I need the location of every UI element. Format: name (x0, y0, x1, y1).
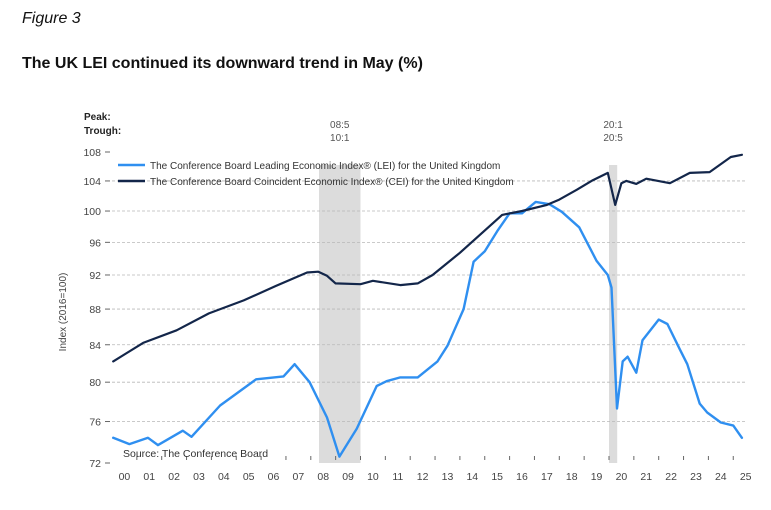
lei-series-line (112, 200, 744, 458)
y-axis-label: Index (2016=100) (58, 273, 69, 352)
x-tick-label: 13 (442, 471, 454, 483)
x-tick-label: 15 (491, 471, 503, 483)
x-tick-label: 03 (193, 471, 205, 483)
x-tick-label: 05 (243, 471, 255, 483)
gridlines (112, 180, 746, 422)
x-tick-label: 25 (740, 471, 752, 483)
y-tick-label: 76 (89, 417, 101, 429)
x-axis: 00 01 02 03 04 05 06 07 08 09 10 11 12 13 14 15 16 17 18 19… (119, 455, 752, 483)
x-tick-label: 24 (715, 471, 727, 483)
x-tick-label: 01 (143, 471, 155, 483)
x-tick-label: 20 (616, 471, 628, 483)
y-tick-label: 92 (89, 270, 101, 282)
legend-label-lei: The Conference Board Leading Economic In… (150, 161, 500, 172)
recession-peak-label: 20:1 (603, 120, 623, 131)
legend: The Conference Board Leading Economic In… (118, 161, 514, 188)
y-tick-label: 88 (89, 304, 101, 316)
cei-series-line (112, 153, 743, 363)
y-axis: 72 76 80 84 88 92 96 100 104 108 (83, 147, 110, 470)
x-tick-label: 00 (119, 471, 131, 483)
y-tick-label: 108 (83, 147, 101, 159)
x-tick-label: 12 (417, 471, 429, 483)
source-note: Source: The Conference Board (123, 448, 268, 460)
x-tick-label: 08 (317, 471, 329, 483)
x-tick-label: 18 (566, 471, 578, 483)
x-tick-label: 07 (293, 471, 305, 483)
x-tick-label: 23 (690, 471, 702, 483)
x-tick-label: 16 (516, 471, 528, 483)
y-tick-label: 104 (83, 176, 101, 188)
legend-label-cei: The Conference Board Coincident Economic… (150, 177, 514, 188)
x-tick-label: 11 (392, 471, 403, 483)
x-tick-label: 17 (541, 471, 553, 483)
x-tick-label: 22 (665, 471, 677, 483)
x-tick-label: 04 (218, 471, 230, 483)
y-tick-label: 100 (83, 206, 101, 218)
figure-title: The UK LEI continued its downward trend … (22, 55, 423, 72)
y-tick-label: 72 (89, 458, 101, 470)
x-tick-label: 14 (466, 471, 478, 483)
recession-trough-label: 10:1 (330, 133, 350, 144)
x-tick-label: 06 (268, 471, 280, 483)
y-tick-label: 84 (89, 340, 101, 352)
recession-band (319, 165, 361, 463)
y-tick-label: 96 (89, 237, 101, 249)
x-tick-label: 02 (168, 471, 180, 483)
figure-label: Figure 3 (22, 10, 81, 27)
x-tick-label: 19 (591, 471, 603, 483)
recession-trough-label: 20:5 (603, 133, 623, 144)
x-tick-label: 10 (367, 471, 379, 483)
trough-label: Trough: (84, 126, 121, 137)
series-lines (112, 153, 744, 458)
x-tick-label: 21 (640, 471, 652, 483)
peak-label: Peak: (84, 112, 111, 123)
x-tick-label: 09 (342, 471, 354, 483)
y-tick-label: 80 (89, 377, 101, 389)
recession-peak-label: 08:5 (330, 120, 350, 131)
